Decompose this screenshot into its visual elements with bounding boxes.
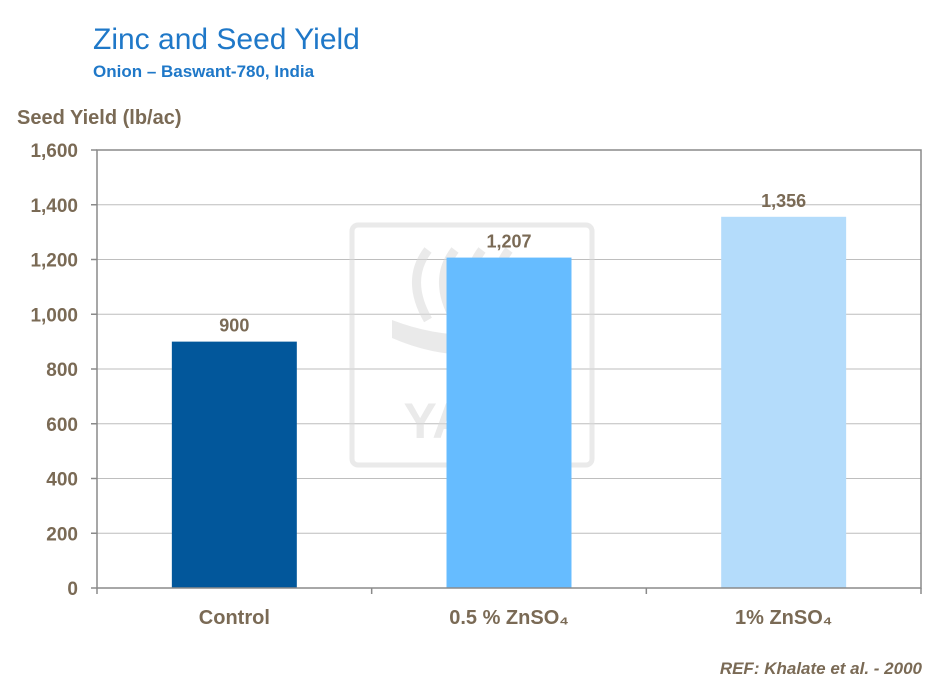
y-tick-label: 1,400 [30,196,78,217]
bars [171,216,847,589]
data-label: 1,356 [761,191,806,211]
bar [721,216,847,589]
y-tick-label: 800 [46,360,78,381]
data-label: 900 [219,316,249,336]
y-axis-label: Seed Yield (lb/ac) [17,107,182,129]
x-category-label: 1% ZnSO₄ [735,607,832,629]
plot-border [96,149,922,589]
x-axis-categories: Control 0.5 % ZnSO₄ 1% ZnSO₄ [96,588,922,629]
y-tick-label: 200 [46,524,78,545]
y-tick-label: 1,000 [30,305,78,326]
y-tick-label: 0 [67,579,78,600]
y-tick-label: 400 [46,470,78,491]
watermark-waves [412,247,513,323]
data-labels: 900 1,207 1,356 [219,191,806,336]
data-label: 1,207 [486,232,531,252]
bar [171,341,297,588]
y-tick-label: 1,600 [30,141,78,162]
y-tick-label: 1,200 [30,251,78,272]
y-tick-label: 600 [46,415,78,436]
bar [446,257,572,588]
x-category-label: 0.5 % ZnSO₄ [449,607,569,629]
reference-note: REF: Khalate et al. - 2000 [720,659,923,678]
chart-title: Zinc and Seed Yield [93,23,360,56]
x-category-label: Control [199,607,270,629]
chart-subtitle: Onion – Baswant-780, India [93,62,315,81]
y-axis-ticks: 0 200 400 600 800 1,000 1,200 1,400 1,600 [30,141,97,600]
